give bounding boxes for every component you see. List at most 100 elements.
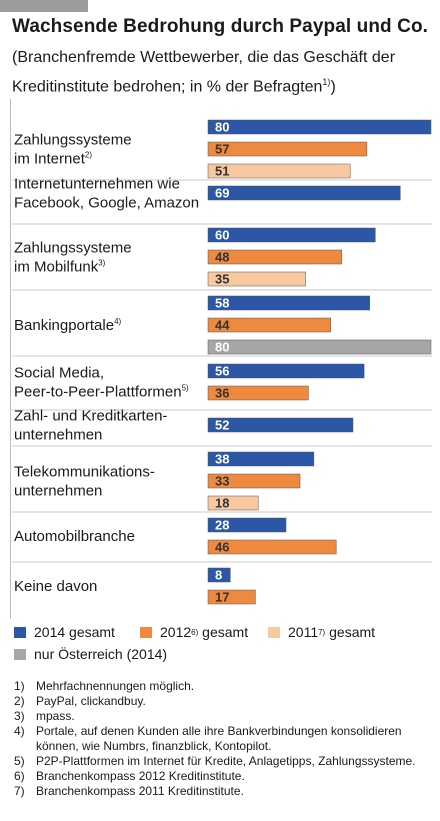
bar	[207, 589, 256, 605]
legend-label-2011: 2011	[288, 624, 319, 640]
bar-value-label: 18	[215, 496, 229, 511]
category-label-line: Facebook, Google, Amazon	[14, 195, 199, 212]
category-label-line: Keine davon	[14, 578, 97, 595]
category-label: Internetunternehmen wie Facebook, Google,…	[14, 176, 199, 212]
category-label-line: Internetunternehmen wie	[14, 176, 180, 193]
legend-swatch-2011	[268, 626, 280, 638]
category-label: Zahlungssysteme im Mobilfunk3)	[14, 240, 132, 276]
footnote: 2) PayPal, clickandbuy.	[14, 694, 434, 709]
footnote-text: P2P-Plattformen im Internet für Kredite,…	[36, 754, 416, 768]
footnote-number: 7)	[14, 784, 25, 798]
footnote-number: 6)	[14, 769, 25, 783]
bar	[207, 295, 370, 311]
bar-value-label: 35	[215, 272, 229, 287]
chart-subtitle: (Branchenfremde Wettbewerber, die das Ge…	[12, 46, 436, 99]
category-label-line: Zahl- und Kreditkarten-	[14, 408, 167, 425]
bar-value-label: 8	[215, 568, 222, 583]
category-label-line: unternehmen	[14, 483, 102, 500]
bar	[207, 363, 365, 379]
category-footnote-ref: 3)	[98, 259, 105, 268]
legend-label-austria: nur Österreich (2014)	[34, 646, 168, 662]
category-label-line: im Internet	[14, 151, 86, 168]
category-label: Bankingportale4)	[14, 317, 122, 334]
legend-swatch-austria	[14, 648, 26, 660]
subtitle-close: )	[330, 78, 336, 96]
category-label: Zahlungssysteme im Internet2)	[14, 132, 132, 168]
bar-value-label: 36	[215, 386, 229, 401]
category-label: Social Media, Peer-to-Peer-Plattformen5)	[14, 365, 189, 401]
footnote: 4) Portale, auf denen Kunden alle ihre Ba…	[14, 724, 434, 754]
legend-item-austria: nur Österreich (2014)	[14, 646, 167, 662]
legend-swatch-2014	[14, 626, 26, 638]
category-label: Automobilbranche	[14, 528, 135, 545]
footnote-text: Branchenkompass 2011 Kreditinstitute.	[36, 784, 244, 798]
category-footnote-ref: 2)	[85, 151, 92, 160]
bar-value-label: 56	[215, 364, 229, 379]
subtitle-text: (Branchenfremde Wettbewerber, die das Ge…	[12, 49, 396, 96]
category-label-line: im Mobilfunk	[14, 259, 99, 276]
legend-sup-2012: 6)	[191, 627, 199, 637]
bar-value-label: 46	[215, 540, 229, 555]
bar-value-label: 80	[215, 340, 229, 355]
legend-sup-2011: 7)	[318, 627, 326, 637]
bar	[207, 339, 432, 355]
bar	[207, 249, 343, 265]
legend-item-2012: 2012 6) gesamt	[140, 624, 248, 640]
bar-value-label: 52	[215, 418, 229, 433]
bar	[207, 567, 231, 583]
left-rule	[10, 99, 11, 619]
legend-label-2014: 2014 gesamt	[34, 624, 115, 640]
bar-value-label: 57	[215, 142, 229, 157]
bar	[207, 495, 259, 511]
bar-value-label: 48	[215, 250, 229, 265]
category-label: Telekommunikations-unternehmen	[14, 464, 155, 500]
category-label-line: Peer-to-Peer-Plattformen	[14, 384, 182, 401]
bar	[207, 451, 315, 467]
category-label-line: unternehmen	[14, 427, 102, 444]
legend-swatch-2012	[140, 626, 152, 638]
bar-value-label: 17	[215, 590, 229, 605]
subtitle-footnote-ref: 1)	[322, 77, 331, 87]
bar	[207, 227, 376, 243]
bar	[207, 517, 287, 533]
footnote-text: Portale, auf denen Kunden alle ihre Bank…	[36, 724, 402, 753]
category-label-line: Bankingportale	[14, 317, 114, 334]
bar	[207, 141, 368, 157]
bar-value-label: 60	[215, 228, 229, 243]
footnote-text: mpass.	[36, 709, 75, 723]
bar-value-label: 44	[215, 318, 230, 333]
category-label-line: Zahlungssysteme	[14, 240, 132, 257]
category-label: Keine davon	[14, 578, 97, 595]
legend-suffix-2012: gesamt	[198, 624, 249, 640]
bar	[207, 385, 309, 401]
footnote: 7) Branchenkompass 2011 Kreditinstitute.	[14, 784, 434, 799]
category-label: Zahl- und Kreditkarten-unternehmen	[14, 408, 167, 444]
footnote-number: 1)	[14, 679, 25, 693]
category-label-line: Zahlungssysteme	[14, 132, 132, 149]
bar	[207, 163, 351, 179]
category-footnote-ref: 5)	[182, 384, 189, 393]
footnote: 1) Mehrfachnennungen möglich.	[14, 679, 434, 694]
footnote-number: 4)	[14, 724, 25, 738]
footnote-text: PayPal, clickandbuy.	[36, 694, 146, 708]
legend-item-2011: 2011 7) gesamt	[268, 624, 375, 640]
footnote: 3) mpass.	[14, 709, 434, 724]
footnote: 5) P2P-Plattformen im Internet für Kredit…	[14, 754, 434, 769]
bar	[207, 473, 301, 489]
bar	[207, 119, 432, 135]
category-label-line: Automobilbranche	[14, 528, 135, 545]
legend-item-2014: 2014 gesamt	[14, 624, 115, 640]
category-label-line: Telekommunikations-	[14, 464, 155, 481]
bar-value-label: 51	[215, 164, 229, 179]
footnote-number: 5)	[14, 754, 25, 768]
footnotes: 1) Mehrfachnennungen möglich. 2) PayPal, c…	[14, 679, 434, 799]
bar	[207, 417, 354, 433]
footnote-number: 2)	[14, 694, 25, 708]
top-accent-bar	[0, 0, 88, 12]
category-footnote-ref: 4)	[114, 317, 121, 326]
bar-value-label: 33	[215, 474, 229, 489]
category-label-line: Social Media,	[14, 365, 104, 382]
footnote-text: Mehrfachnennungen möglich.	[36, 679, 195, 693]
bar-value-label: 69	[215, 186, 229, 201]
